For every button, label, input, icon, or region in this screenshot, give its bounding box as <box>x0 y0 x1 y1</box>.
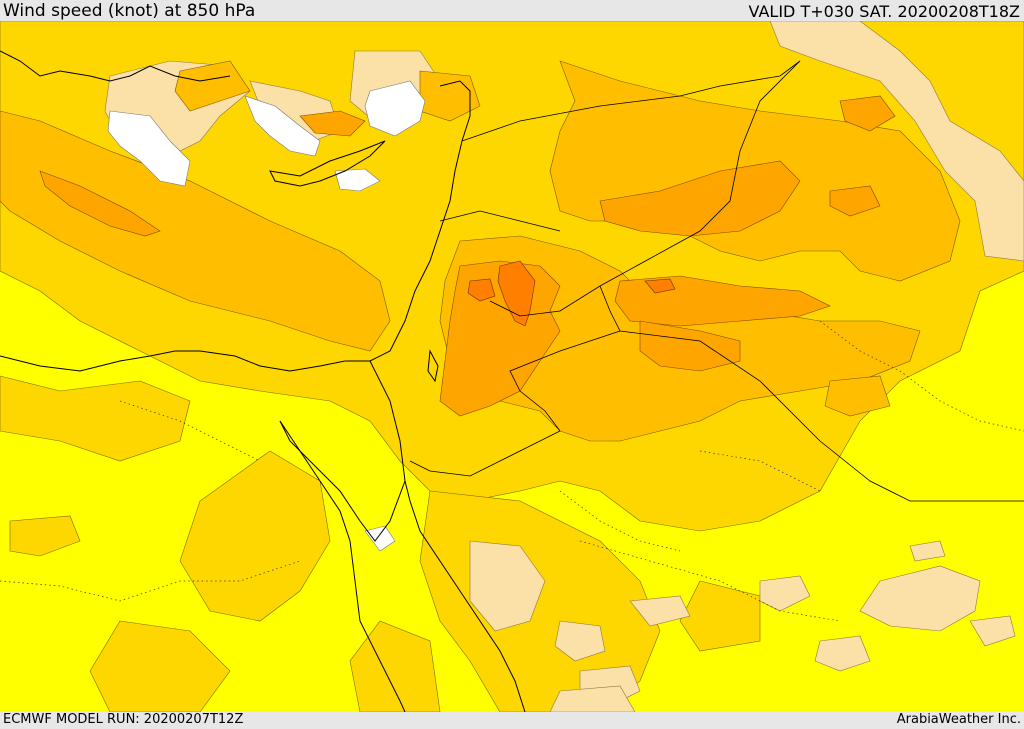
dotted-boundaries <box>0 320 1024 622</box>
wind-band-calm <box>107 80 426 552</box>
valid-time: VALID T+030 SAT. 20200208T18Z <box>748 2 1020 21</box>
wind-band-strongest <box>467 260 676 327</box>
model-run-label: ECMWF MODEL RUN: 20200207T12Z <box>3 712 244 727</box>
map-title: Wind speed (knot) at 850 hPa <box>3 1 256 21</box>
footer-bar: ECMWF MODEL RUN: 20200207T12Z ArabiaWeat… <box>0 712 1024 729</box>
header-bar: Wind speed (knot) at 850 hPa VALID T+030… <box>0 0 1024 21</box>
credit-label: ArabiaWeather Inc. <box>896 712 1021 727</box>
political-borders <box>409 60 1024 502</box>
wind-speed-map[interactable] <box>0 21 1024 712</box>
